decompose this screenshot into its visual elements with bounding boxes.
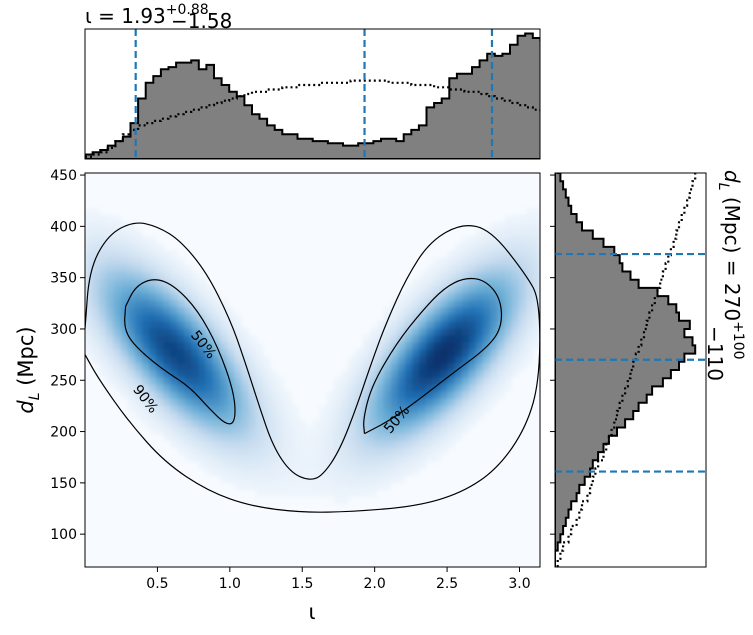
right-marginal-panel: dL (Mpc) = 270+100 −110: [550, 170, 746, 568]
svg-text:−110: −110: [703, 326, 727, 381]
y-axis-ticks: 100 150 200 250 300 350 400 450: [50, 168, 85, 543]
right-axis-ticks: [550, 174, 555, 535]
right-panel-frame: [554, 172, 707, 568]
x-tick-label: 3.0: [508, 576, 530, 592]
y-tick-label: 400: [50, 219, 77, 235]
x-axis-ticks: 0.5 1.0 1.5 2.0 2.5 3.0: [146, 567, 531, 592]
density-heatmap: [85, 208, 540, 505]
top-title-sub: −1.58: [171, 9, 232, 33]
joint-panel-frame: [84, 172, 541, 568]
y-axis-label: dL (Mpc): [14, 326, 43, 413]
right-prior-histogram: [556, 173, 699, 567]
svg-text:dL (Mpc): dL (Mpc): [14, 326, 43, 413]
y-tick-label: 100: [50, 527, 77, 543]
x-tick-label: 1.0: [219, 576, 241, 592]
y-tick-label: 250: [50, 373, 77, 389]
top-panel-frame: [84, 28, 541, 160]
right-interval-markers: [555, 252, 706, 473]
right-posterior-histogram: [555, 173, 697, 567]
x-tick-label: 1.5: [291, 576, 313, 592]
y-tick-label: 450: [50, 168, 77, 184]
top-posterior-histogram: [85, 32, 540, 159]
svg-text:dL (Mpc) = 270+100: dL (Mpc) = 270+100: [715, 170, 746, 360]
y-tick-label: 350: [50, 271, 77, 287]
x-tick-label: 2.5: [436, 576, 458, 592]
contour-50-0: [124, 279, 236, 425]
x-tick-label: 2.0: [364, 576, 386, 592]
top-title: ι = 1.93+0.88: [85, 2, 209, 28]
right-title: dL (Mpc) = 270+100 −110: [703, 170, 746, 381]
y-tick-label: 200: [50, 425, 77, 441]
contour-50-1: [363, 277, 503, 435]
x-tick-label: 0.5: [146, 576, 168, 592]
top-prior-histogram: [85, 79, 540, 158]
x-axis-label: ι: [308, 600, 315, 624]
top-marginal-panel: ι = 1.93+0.88 −1.58: [84, 2, 541, 160]
y-tick-label: 300: [50, 322, 77, 338]
y-tick-label: 150: [50, 476, 77, 492]
contour-90-2: [85, 222, 540, 513]
joint-panel: 50%50%90% 0.5 1.0 1.5 2.0 2.5 3.0 10015020025…: [14, 168, 541, 624]
